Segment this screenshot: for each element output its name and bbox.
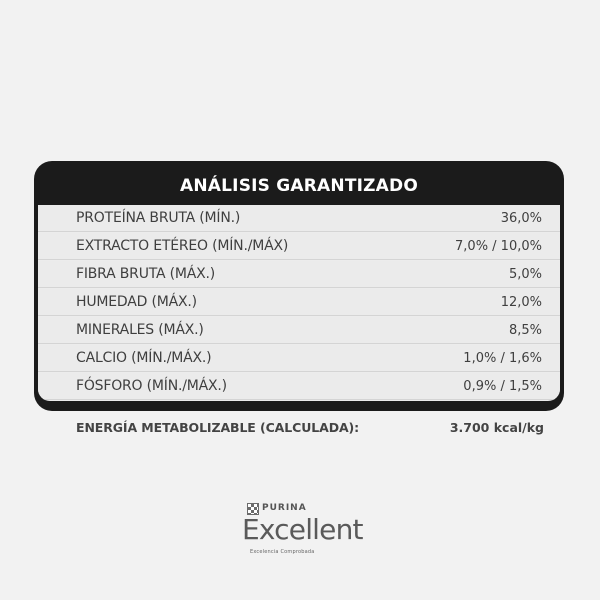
table-row: FIBRA BRUTA (MÁX.) 5,0% xyxy=(38,261,560,288)
row-value: 7,0% / 10,0% xyxy=(455,239,542,254)
purina-excellent-logo: PURINA Excellent Excelencia Comprobada xyxy=(242,502,367,562)
table-row: MINERALES (MÁX.) 8,5% xyxy=(38,317,560,344)
table-row: CALCIO (MÍN./MÁX.) 1,0% / 1,6% xyxy=(38,345,560,372)
row-value: 5,0% xyxy=(508,267,542,282)
table-body: PROTEÍNA BRUTA (MÍN.) 36,0% EXTRACTO ETÉ… xyxy=(38,205,560,401)
table-row: EXTRACTO ETÉREO (MÍN./MÁX) 7,0% / 10,0% xyxy=(38,233,560,260)
guaranteed-analysis-table: ANÁLISIS GARANTIZADO PROTEÍNA BRUTA (MÍN… xyxy=(34,161,564,411)
row-label: CALCIO (MÍN./MÁX.) xyxy=(76,350,212,366)
row-label: FÓSFORO (MÍN./MÁX.) xyxy=(76,378,227,394)
checkerboard-icon xyxy=(247,503,259,515)
row-value: 1,0% / 1,6% xyxy=(463,351,542,366)
row-value: 36,0% xyxy=(500,211,542,226)
energy-value: 3.700 kcal/kg xyxy=(449,420,544,435)
row-label: MINERALES (MÁX.) xyxy=(76,322,204,338)
table-row: HUMEDAD (MÁX.) 12,0% xyxy=(38,289,560,316)
row-label: EXTRACTO ETÉREO (MÍN./MÁX) xyxy=(76,238,289,254)
metabolizable-energy: ENERGÍA METABOLIZABLE (CALCULADA): 3.700… xyxy=(76,420,544,442)
table-title: ANÁLISIS GARANTIZADO xyxy=(180,176,418,196)
row-label: FIBRA BRUTA (MÁX.) xyxy=(76,266,216,282)
row-value: 8,5% xyxy=(508,323,542,338)
row-value: 0,9% / 1,5% xyxy=(463,379,542,394)
row-value: 12,0% xyxy=(500,295,542,310)
brand-tagline: Excelencia Comprobada xyxy=(250,549,315,555)
energy-label: ENERGÍA METABOLIZABLE (CALCULADA): xyxy=(76,420,360,435)
row-label: PROTEÍNA BRUTA (MÍN.) xyxy=(76,210,241,226)
table-row: PROTEÍNA BRUTA (MÍN.) 36,0% xyxy=(38,205,560,232)
purina-badge: PURINA xyxy=(247,502,323,516)
row-label: HUMEDAD (MÁX.) xyxy=(76,294,197,310)
excellent-wordmark: Excellent xyxy=(242,513,364,546)
table-row: FÓSFORO (MÍN./MÁX.) 0,9% / 1,5% xyxy=(38,373,560,400)
purina-wordmark: PURINA xyxy=(262,503,307,513)
